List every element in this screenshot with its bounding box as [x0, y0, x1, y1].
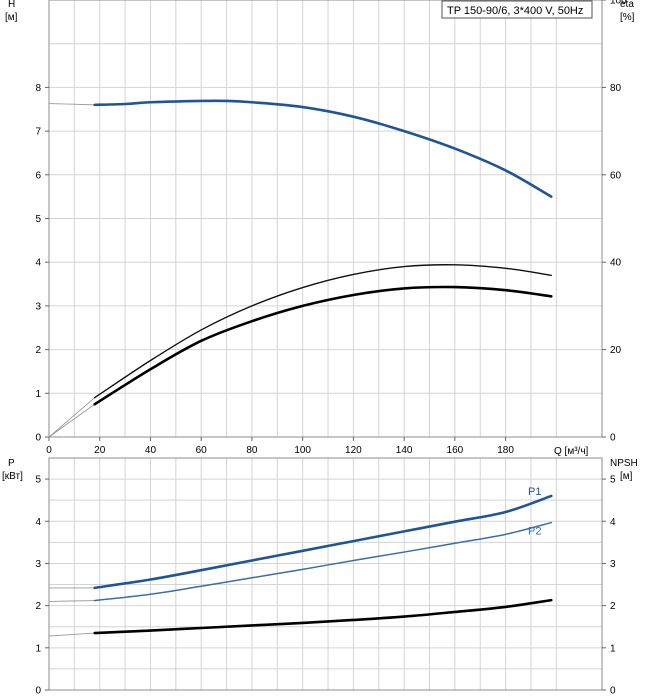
y-tick-label: 0 [35, 433, 41, 444]
y-tick-label: 5 [35, 475, 41, 486]
x-tick-label: 0 [46, 445, 52, 456]
y2-tick-label: 1 [610, 643, 616, 654]
y-tick-label: 8 [35, 83, 41, 94]
y2-tick-label: 40 [610, 258, 622, 269]
bottom-grid [48, 457, 603, 691]
series-npsh-line [93, 598, 553, 635]
y2-tick-label: 60 [610, 170, 622, 181]
x-tick-label: 20 [94, 445, 106, 456]
bottom-series: P1 P2 [48, 486, 553, 637]
y2-tick-label: 100 [610, 0, 627, 7]
y-tick-label: 5 [35, 214, 41, 225]
eta-axis-unit: [%] [620, 12, 635, 23]
series-eta-1-line [93, 264, 552, 399]
q-axis-title: Q [м³/ч] [554, 446, 589, 457]
x-tick-label: 180 [497, 445, 514, 456]
legend-frame [441, 0, 593, 19]
y-tick-label: 4 [35, 517, 41, 528]
series-eta-1-lead-in [48, 397, 95, 438]
series-p2-label: P2 [528, 526, 541, 538]
y2-tick-label: 0 [610, 686, 616, 697]
series-p2-line [93, 521, 553, 602]
y-tick-label: 3 [35, 559, 41, 570]
y-tick-label: 0 [35, 686, 41, 697]
legend-text: TP 150-90/6, 3*400 V, 50Hz [447, 5, 583, 17]
top-grid [48, 0, 603, 438]
x-tick-label: 140 [396, 445, 413, 456]
series-h-lead-in [48, 103, 95, 106]
y-tick-label: 1 [35, 389, 41, 400]
y2-tick-label: 5 [610, 475, 616, 486]
x-tick-label: 40 [145, 445, 157, 456]
y-tick-label: 2 [35, 601, 41, 612]
y-tick-label: 7 [35, 127, 41, 138]
p-axis-title: P [8, 458, 15, 469]
y2-tick-label: 2 [610, 601, 616, 612]
y-tick-label: 3 [35, 301, 41, 312]
npsh-axis-title: NPSH [610, 458, 638, 469]
series-npsh-lead-in [48, 632, 95, 637]
top-series [48, 99, 553, 438]
x-tick-label: 100 [294, 445, 311, 456]
x-tick-label: 120 [345, 445, 362, 456]
y-tick-label: 2 [35, 345, 41, 356]
x-tick-label: 160 [447, 445, 464, 456]
x-tick-label: 60 [196, 445, 208, 456]
h-axis-unit: [м] [5, 12, 18, 23]
plot-frame [48, 457, 603, 691]
p-axis-unit: [кВт] [2, 471, 23, 482]
series-p1-label: P1 [528, 486, 541, 498]
y2-tick-label: 3 [610, 559, 616, 570]
legend-box: TP 150-90/6, 3*400 V, 50Hz [441, 0, 593, 19]
series-eta-2-line [93, 285, 553, 406]
series-h-line [93, 99, 553, 198]
y-tick-label: 4 [35, 258, 41, 269]
bottom-tick-labels: 0 1 2 3 4 5 0 1 2 3 4 5 [35, 475, 616, 697]
series-p2-lead-in [48, 600, 95, 602]
series-eta-2-lead-in [48, 403, 95, 438]
npsh-axis-unit: [м] [620, 471, 633, 482]
x-tick-label: 80 [246, 445, 258, 456]
h-axis-title: H [8, 0, 15, 10]
y2-tick-label: 0 [610, 433, 616, 444]
y-tick-label: 6 [35, 170, 41, 181]
power-npsh-panel: 0 1 2 3 4 5 0 1 2 3 4 5 P1 P2 P [кВт] NPSH [м] [2, 457, 638, 697]
y2-tick-label: 4 [610, 517, 616, 528]
y2-tick-label: 20 [610, 345, 622, 356]
eta-axis-title: eta [620, 0, 634, 10]
y2-tick-label: 80 [610, 83, 622, 94]
y-tick-label: 1 [35, 643, 41, 654]
series-p1-line [93, 494, 553, 590]
